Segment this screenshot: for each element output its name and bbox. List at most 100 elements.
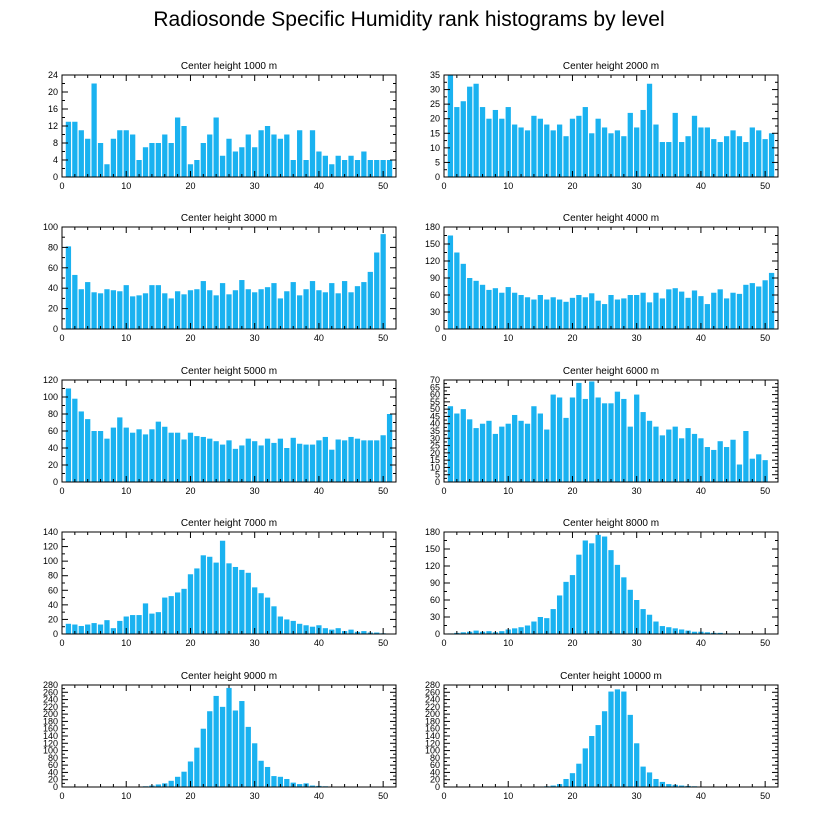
histogram-bar <box>245 134 251 177</box>
histogram-bar <box>621 398 627 482</box>
histogram-bar <box>479 107 486 177</box>
histogram-bar <box>460 632 466 634</box>
x-tick-label: 20 <box>567 791 577 801</box>
panel-title: Center height 2000 m <box>563 61 659 72</box>
histogram-bar <box>309 626 316 634</box>
histogram-bar <box>239 147 245 177</box>
y-tick-label: 140 <box>43 731 58 741</box>
histogram-bar <box>303 444 309 482</box>
histogram-bar <box>174 592 181 634</box>
histogram-bar <box>290 160 296 177</box>
histogram-bar <box>136 160 142 177</box>
histogram-bar <box>672 288 678 329</box>
y-tick-label: 100 <box>43 392 58 402</box>
x-tick-label: 0 <box>441 791 446 801</box>
histogram-bar <box>297 443 303 482</box>
histogram-bar <box>704 127 710 177</box>
histogram-bar <box>473 83 479 177</box>
histogram-bar <box>155 421 161 482</box>
histogram-bar <box>698 438 704 482</box>
histogram-bar <box>380 234 386 329</box>
y-tick-label: 20 <box>48 614 58 624</box>
histogram-bar <box>252 441 258 482</box>
y-tick-label: 240 <box>43 695 58 705</box>
x-tick-label: 30 <box>632 486 642 496</box>
histogram-bar <box>460 263 466 329</box>
histogram-bar <box>123 427 129 482</box>
histogram-bar <box>386 160 393 177</box>
y-tick-label: 60 <box>430 595 440 605</box>
histogram-bar <box>601 403 608 482</box>
x-tick-label: 30 <box>632 638 642 648</box>
histogram-bar <box>232 290 239 329</box>
histogram-bar <box>576 554 582 634</box>
histogram-bar <box>187 432 194 482</box>
histogram-bar <box>556 299 563 329</box>
histogram-bar <box>187 761 194 787</box>
histogram-bar <box>367 440 373 482</box>
histogram-bar <box>226 138 232 177</box>
histogram-bar <box>499 292 505 329</box>
histogram-bar <box>290 620 296 634</box>
x-tick-label: 0 <box>59 333 64 343</box>
y-tick-label: 12 <box>48 121 58 131</box>
panel-title: Center height 8000 m <box>563 518 659 529</box>
histogram-bar <box>505 423 511 482</box>
histogram-bar <box>653 621 659 634</box>
y-tick-label: 55 <box>430 397 440 407</box>
histogram-bar <box>264 438 271 482</box>
histogram-bar <box>200 436 206 482</box>
histogram-bar <box>601 304 608 329</box>
panel-title: Center height 3000 m <box>181 213 277 224</box>
histogram-bar <box>181 439 187 482</box>
histogram-bar <box>335 439 341 482</box>
histogram-bar <box>91 431 97 482</box>
histogram-bar <box>374 160 380 177</box>
histogram-bar <box>72 398 78 482</box>
histogram-bar <box>556 595 563 634</box>
histogram-bar <box>65 246 72 329</box>
histogram-bar <box>174 776 181 787</box>
histogram-bar <box>309 444 316 482</box>
histogram-bar <box>200 728 206 787</box>
histogram-bar <box>258 445 264 482</box>
histogram-bar <box>743 142 749 177</box>
histogram-bar <box>348 629 354 634</box>
histogram-bar <box>447 235 454 329</box>
y-tick-label: 60 <box>430 760 440 770</box>
histogram-bar <box>544 429 550 482</box>
histogram-bar <box>136 429 142 482</box>
histogram-bar <box>207 134 213 177</box>
histogram-bar <box>685 136 691 177</box>
histogram-bar <box>162 134 168 177</box>
histogram-bar <box>335 155 341 177</box>
histogram-panel: Center height 3000 m 0 10 20 30 40 50 0 20 40 60 80… <box>43 213 397 343</box>
histogram-panel: Center height 4000 m 0 10 20 30 40 50 0 30 60 90 12… <box>425 213 779 343</box>
histogram-bar <box>85 419 91 482</box>
histogram-bar <box>467 419 473 482</box>
histogram-bar <box>97 293 104 329</box>
histogram-bar <box>271 442 277 482</box>
histogram-bar <box>595 118 601 177</box>
histogram-bar <box>589 133 595 177</box>
histogram-bar <box>486 289 492 329</box>
histogram-bar <box>123 285 129 329</box>
histogram-bar <box>492 433 499 482</box>
histogram-bar <box>284 291 290 329</box>
histogram-bar <box>569 297 576 329</box>
histogram-bar <box>380 435 386 482</box>
histogram-bar <box>762 460 768 482</box>
y-tick-label: 16 <box>48 104 58 114</box>
histogram-bar <box>65 121 72 177</box>
histogram-bar <box>187 574 194 634</box>
histogram-bar <box>711 292 717 329</box>
y-tick-label: 200 <box>43 709 58 719</box>
histogram-bar <box>309 130 316 177</box>
histogram-bar <box>743 431 749 482</box>
histogram-bar <box>309 785 316 787</box>
histogram-bar <box>232 710 239 787</box>
x-tick-label: 20 <box>567 486 577 496</box>
histogram-bar <box>640 766 646 787</box>
histogram-bar <box>723 298 730 329</box>
histogram-bar <box>78 625 84 634</box>
